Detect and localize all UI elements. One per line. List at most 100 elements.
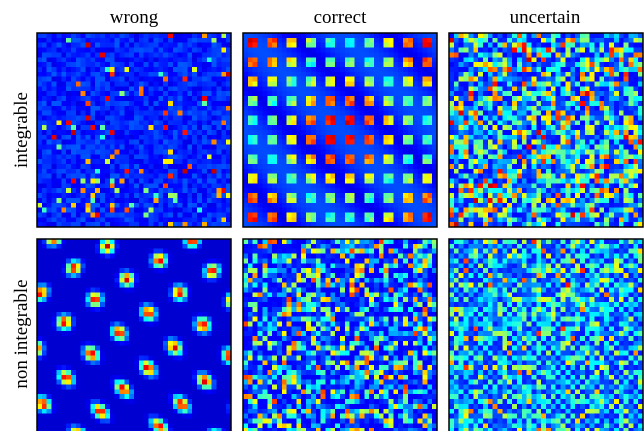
heatmap-cell (267, 139, 273, 146)
heatmap-cell (325, 33, 331, 39)
heatmap-cell (257, 37, 263, 44)
heatmap-cell (51, 355, 57, 361)
heatmap (449, 33, 644, 228)
heatmap-cell (296, 86, 302, 92)
heatmap-cell (243, 168, 249, 175)
heatmap-cell (211, 207, 218, 214)
heatmap-cell (526, 154, 533, 160)
heatmap-cell (201, 42, 208, 49)
heatmap-cell (306, 134, 312, 141)
heatmap-cell (148, 37, 154, 44)
heatmap-cell (521, 207, 528, 214)
heatmap-cell (618, 37, 625, 44)
heatmap-cell (453, 33, 460, 39)
heatmap-cell (354, 52, 360, 58)
heatmap-cell (119, 100, 125, 107)
heatmap-cell (138, 76, 145, 83)
heatmap-cell (458, 183, 465, 189)
heatmap-cell (638, 115, 644, 121)
heatmap-cell (46, 243, 53, 250)
heatmap-cell (129, 52, 135, 58)
heatmap-cell (206, 207, 213, 214)
heatmap-cell (70, 86, 77, 92)
heatmap-cell (95, 197, 101, 204)
heatmap-cell (344, 154, 351, 160)
heatmap-cell (340, 163, 346, 170)
heatmap-cell (310, 134, 317, 141)
heatmap-cell (335, 42, 341, 49)
heatmap-cell (296, 62, 302, 68)
heatmap-cell (306, 62, 312, 68)
heatmap-cell (638, 197, 644, 204)
heatmap-cell (148, 222, 154, 228)
heatmap-cell (167, 110, 174, 117)
heatmap-cell (369, 134, 375, 141)
heatmap-cell (206, 42, 213, 49)
heatmap-cell (37, 178, 43, 184)
heatmap-cell (46, 418, 53, 424)
heatmap-cell (70, 149, 77, 155)
heatmap-cell (550, 100, 557, 107)
heatmap-cell (579, 144, 586, 150)
heatmap-cell (550, 197, 557, 204)
heatmap-cell (90, 130, 96, 136)
heatmap-cell (340, 222, 346, 228)
heatmap-cell (516, 134, 523, 141)
heatmap-cell (85, 71, 91, 78)
heatmap-cell (206, 66, 213, 73)
heatmap-cell (247, 100, 254, 107)
heatmap-cell (51, 163, 57, 170)
heatmap-cell (589, 197, 596, 204)
heatmap-cell (247, 105, 254, 112)
heatmap-cell (565, 96, 571, 102)
heatmap-cell (221, 52, 227, 58)
heatmap-cell (373, 33, 380, 39)
heatmap-cell (310, 149, 317, 155)
heatmap-cell (623, 110, 630, 117)
heatmap-cell (158, 139, 164, 146)
heatmap-cell (95, 188, 101, 194)
heatmap-cell (66, 42, 72, 49)
heatmap-cell (296, 33, 302, 39)
heatmap-cell (201, 91, 208, 97)
heatmap-cell (403, 86, 409, 92)
heatmap-cell (373, 202, 380, 209)
heatmap-cell (427, 110, 433, 117)
heatmap-cell (497, 130, 503, 136)
heatmap-cell (633, 66, 639, 73)
heatmap-cell (100, 188, 106, 194)
heatmap-cell (281, 86, 288, 92)
heatmap-cell (403, 154, 409, 160)
heatmap-cell (487, 81, 494, 87)
heatmap-cell (172, 33, 179, 39)
heatmap-cell (158, 212, 164, 218)
heatmap-cell (134, 115, 140, 121)
heatmap-cell (192, 96, 198, 102)
heatmap-cell (599, 105, 605, 112)
heatmap-cell (276, 115, 283, 121)
heatmap-cell (604, 86, 610, 92)
heatmap-cell (267, 212, 273, 218)
heatmap-cell (197, 212, 203, 218)
heatmap-cell (383, 193, 390, 199)
heatmap-cell (37, 149, 43, 155)
heatmap-cell (192, 168, 198, 175)
heatmap-cell (502, 86, 508, 92)
heatmap-cell (570, 149, 576, 155)
heatmap-cell (609, 168, 615, 175)
heatmap-cell (243, 149, 249, 155)
heatmap-cell (320, 125, 327, 131)
heatmap-cell (158, 86, 164, 92)
heatmap-cell (407, 130, 414, 136)
heatmap-cell (197, 120, 203, 126)
heatmap-cell (206, 183, 213, 189)
heatmap-cell (422, 71, 428, 78)
heatmap-cell (306, 130, 312, 136)
heatmap-cell (521, 188, 528, 194)
heatmap-cell (354, 222, 360, 228)
heatmap-cell (541, 149, 547, 155)
heatmap-cell (257, 91, 263, 97)
heatmap-cell (243, 183, 249, 189)
heatmap-cell (349, 197, 356, 204)
